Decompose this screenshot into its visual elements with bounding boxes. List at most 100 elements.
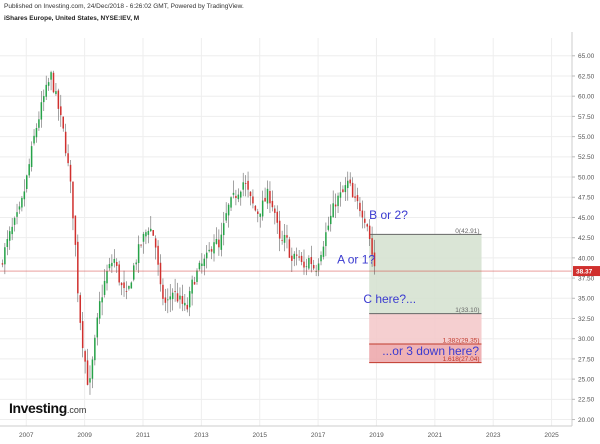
candle-down bbox=[300, 255, 303, 262]
candle-up bbox=[188, 291, 191, 308]
candle-down bbox=[254, 205, 257, 211]
fib-level-label: 1.382(29.35) bbox=[443, 337, 480, 344]
candle-down bbox=[77, 241, 79, 294]
candle-up bbox=[43, 96, 45, 103]
candle-up bbox=[215, 239, 218, 244]
candle-up bbox=[337, 195, 339, 207]
candle-up bbox=[94, 337, 96, 361]
candle-up bbox=[237, 194, 240, 200]
candle-up bbox=[213, 242, 215, 254]
y-tick-label: 50.00 bbox=[578, 174, 595, 181]
candle-down bbox=[257, 211, 259, 214]
candle-up bbox=[128, 285, 130, 289]
candle-up bbox=[208, 249, 210, 252]
x-tick-label: 2011 bbox=[136, 432, 150, 439]
candle-down bbox=[64, 131, 67, 154]
candle-up bbox=[240, 191, 242, 198]
candle-up bbox=[261, 200, 264, 217]
x-tick-label: 2025 bbox=[544, 432, 559, 439]
candle-up bbox=[179, 295, 181, 300]
candle-up bbox=[344, 185, 347, 193]
candle-up bbox=[47, 82, 50, 86]
candle-down bbox=[278, 220, 281, 239]
candle-down bbox=[288, 239, 291, 258]
logo-wordmark: Investing bbox=[9, 400, 67, 416]
y-tick-label: 52.50 bbox=[578, 154, 595, 161]
candle-up bbox=[137, 244, 140, 264]
y-tick-label: 35.00 bbox=[578, 296, 595, 303]
investing-logo: Investing.com bbox=[9, 400, 86, 418]
candle-up bbox=[198, 262, 201, 270]
candle-up bbox=[225, 213, 227, 221]
candle-down bbox=[81, 321, 84, 349]
candle-down bbox=[120, 282, 123, 286]
last-price-label: 38.37 bbox=[576, 269, 593, 276]
candle-up bbox=[8, 231, 11, 241]
candle-up bbox=[242, 182, 244, 190]
candle-up bbox=[184, 302, 186, 306]
fib-level-label: 0(42.91) bbox=[455, 228, 479, 235]
gridlines bbox=[0, 38, 572, 426]
candle-up bbox=[308, 257, 310, 269]
candle-up bbox=[329, 215, 332, 225]
fibonacci-extension: 0(42.91) 1(33.10) 1.382(29.35) 1.618(27.04) bbox=[369, 228, 482, 364]
candle-up bbox=[201, 263, 203, 266]
y-tick-label: 60.00 bbox=[578, 94, 595, 101]
x-tick-label: 2007 bbox=[19, 432, 34, 439]
candle-down bbox=[123, 282, 125, 289]
y-tick-label: 42.50 bbox=[578, 235, 595, 242]
candle-up bbox=[227, 204, 230, 216]
candle-up bbox=[106, 271, 108, 284]
candle-down bbox=[298, 256, 300, 258]
candle-up bbox=[130, 282, 133, 289]
candle-down bbox=[274, 208, 276, 213]
annotation-text: A or 1? bbox=[337, 253, 375, 267]
candle-up bbox=[220, 234, 223, 250]
candle-down bbox=[249, 191, 252, 197]
candle-down bbox=[247, 180, 249, 190]
candle-down bbox=[164, 297, 167, 303]
x-tick-label: 2023 bbox=[486, 432, 501, 439]
candle-down bbox=[235, 195, 237, 199]
fib-zone bbox=[369, 234, 482, 314]
candle-up bbox=[293, 253, 296, 259]
candle-down bbox=[181, 295, 184, 304]
candle-up bbox=[101, 297, 103, 303]
candle-up bbox=[203, 258, 206, 267]
candle-down bbox=[310, 257, 313, 265]
candle-up bbox=[205, 252, 208, 259]
y-tick-label: 20.00 bbox=[578, 417, 595, 424]
y-tick-label: 30.00 bbox=[578, 336, 595, 343]
y-tick-label: 57.50 bbox=[578, 114, 595, 121]
candle-down bbox=[291, 255, 293, 261]
candle-down bbox=[152, 230, 154, 236]
candle-up bbox=[169, 296, 171, 300]
candle-down bbox=[140, 244, 142, 246]
last-price-badge bbox=[573, 266, 600, 277]
candle-up bbox=[28, 164, 30, 176]
candle-down bbox=[373, 252, 376, 267]
candle-up bbox=[4, 247, 6, 265]
candle-down bbox=[364, 218, 366, 223]
annotation-text: ...or 3 down here? bbox=[382, 344, 479, 358]
y-tick-label: 32.50 bbox=[578, 316, 595, 323]
candle-up bbox=[317, 263, 320, 271]
candle-up bbox=[103, 280, 106, 295]
candle-down bbox=[218, 239, 220, 248]
candle-up bbox=[113, 258, 116, 263]
candle-up bbox=[327, 225, 330, 230]
annotations: B or 2? A or 1? C here?... ...or 3 down her… bbox=[337, 208, 479, 358]
fib-zone bbox=[369, 313, 482, 344]
candle-down bbox=[84, 351, 86, 362]
candle-down bbox=[334, 204, 337, 207]
candle-up bbox=[147, 230, 150, 235]
candle-down bbox=[354, 196, 356, 198]
logo-suffix: .com bbox=[66, 405, 87, 415]
y-tick-label: 22.50 bbox=[578, 397, 595, 404]
candle-down bbox=[269, 190, 271, 204]
fib-level-label: 1.618(27.04) bbox=[443, 356, 480, 363]
candle-up bbox=[171, 292, 174, 300]
candle-down bbox=[264, 197, 266, 202]
candle-up bbox=[96, 317, 99, 338]
